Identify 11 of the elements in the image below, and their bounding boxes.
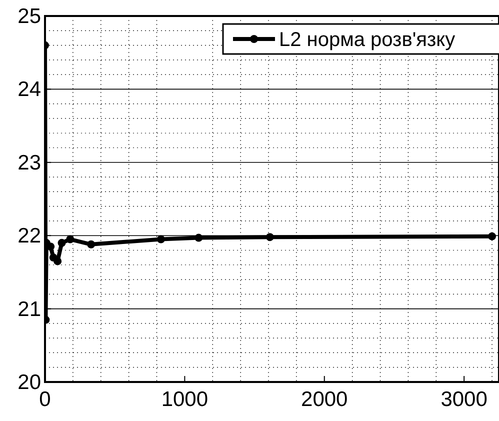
y-tick-label: 25 xyxy=(18,5,41,28)
legend-label: L2 норма розв'язку xyxy=(279,29,456,51)
y-tick-label: 23 xyxy=(18,151,41,174)
x-tick-label: 0 xyxy=(39,388,51,411)
y-tick-label: 24 xyxy=(18,78,42,102)
y-tick-label: 21 xyxy=(18,298,41,321)
x-tick-label: 1000 xyxy=(161,388,208,411)
x-tick-label: 3000 xyxy=(440,388,488,411)
y-tick-label: 20 xyxy=(18,371,41,394)
x-tick-label: 2000 xyxy=(301,388,348,411)
y-tick-label: 22 xyxy=(18,224,41,248)
